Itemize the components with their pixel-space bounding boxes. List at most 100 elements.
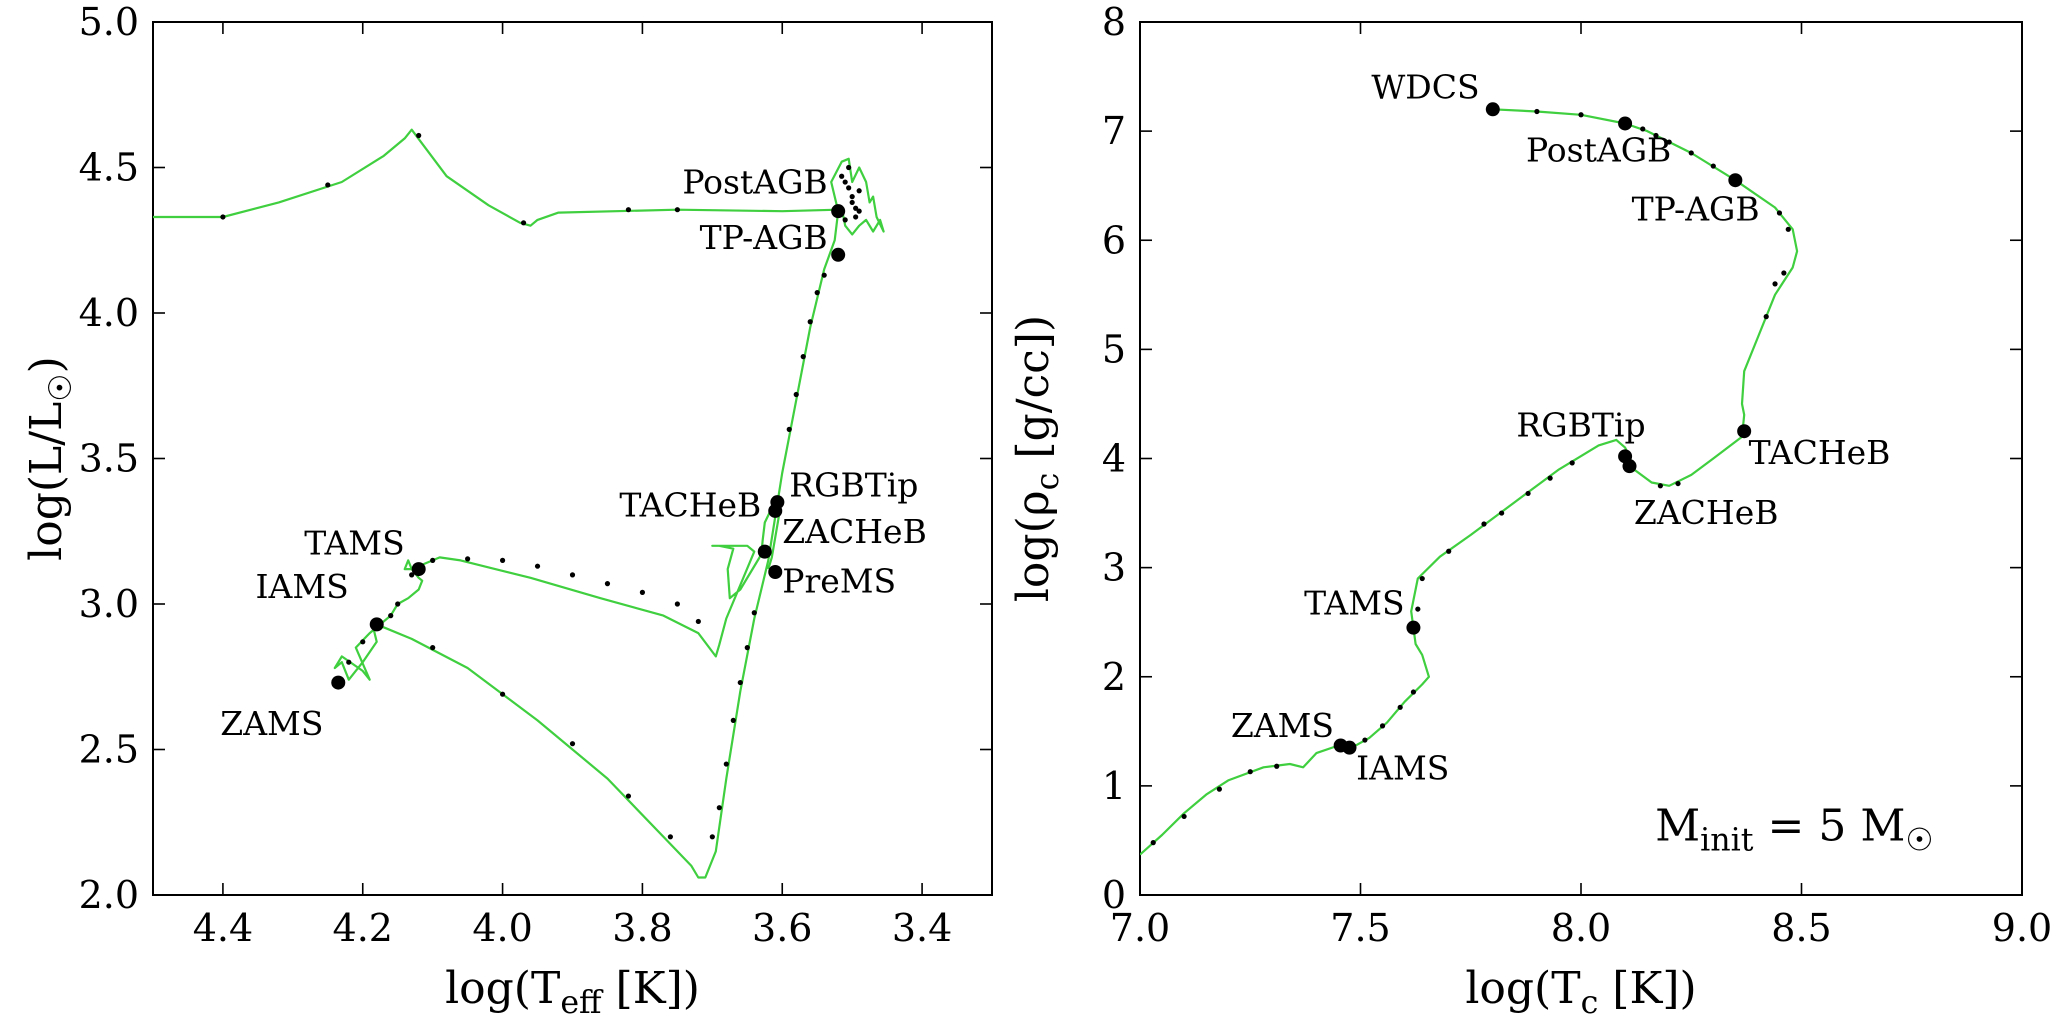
track-step-point [1675,480,1681,487]
x-tick-label: 8.0 [1551,906,1611,950]
track-step-point [1419,575,1425,582]
x-tick-label: 3.8 [612,906,672,950]
track-step-point [814,290,820,296]
track-step-point [465,556,471,562]
x-tick-label: 3.4 [892,906,952,950]
track-step-point [1569,460,1575,466]
plot-frame [152,21,993,896]
phase-label-tams: TAMS [304,524,404,563]
track-step-point [1446,548,1452,554]
phase-label-tams: TAMS [1304,584,1404,623]
phase-label-zams: ZAMS [220,704,323,743]
y-tick-label: 5 [1102,327,1126,371]
track-step-point [220,214,226,220]
track-step-point [1666,139,1672,145]
phase-marker-postagb [1618,116,1633,131]
y-tick-label: 4.0 [79,291,139,335]
track-step-point [430,557,436,563]
track-step-point [853,205,859,211]
track-step-point [1216,786,1222,792]
track-step-point [388,613,394,619]
phase-marker-prems [768,564,783,579]
track-step-point [751,610,757,616]
y-tick-label: 7 [1102,109,1126,153]
y-tick-label: 5.0 [79,0,139,44]
y-tick-label: 4 [1102,437,1126,481]
track-step-point [846,164,852,171]
mass-annotation: Minit = 5 M☉ [1655,800,1934,858]
phase-marker-iams [1342,740,1357,755]
track-step-point [1578,112,1584,118]
y-tick-label: 2 [1102,655,1126,699]
track-step-point [1415,606,1421,612]
track-step-point [1688,150,1694,156]
track-step-point [409,572,415,578]
track-step-point [499,557,506,563]
y-tick-label: 3 [1102,546,1126,590]
track-step-point [842,179,848,185]
track-step-point [821,272,827,278]
phase-marker-wdcs [1485,102,1500,117]
x-tick-label: 7.0 [1110,906,1170,950]
phase-marker-iams [369,617,384,632]
y-tick-label: 3.0 [79,582,139,626]
phase-label-rgbtip: RGBTip [1516,406,1645,445]
phase-label-rgbtip: RGBTip [789,465,918,504]
track-step-point [709,834,715,840]
track-step-point [1525,490,1531,497]
track-step-point [625,207,632,213]
track-step-point [716,805,722,811]
y-axis-label: log(ρc [g/cc]) [1008,315,1066,602]
track-step-point [639,589,646,595]
track-step-point [1653,132,1659,139]
track-step-point [569,572,576,578]
track-step-point [360,639,366,645]
track-step-point [846,185,852,191]
track-step-point [807,319,813,325]
x-axis-label: log(Teff [K]) [445,963,700,1020]
x-tick-label: 7.5 [1330,906,1390,950]
track-step-point [730,717,736,724]
track-step-point [1640,126,1646,132]
y-tick-label: 0 [1102,873,1126,917]
track-step-point [1481,521,1487,527]
phase-marker-postagb [831,204,846,219]
track-step-point [520,220,527,226]
phase-label-wdcs: WDCS [1371,67,1479,106]
phase-label-postagb: PostAGB [1526,131,1671,170]
y-axis-label: log(L/L☉) [21,356,79,561]
phase-label-zacheb: ZACHeB [782,512,927,551]
track-step-point [1499,510,1505,516]
track-step-point [856,188,862,194]
y-tick-label: 1 [1102,764,1126,808]
track-step-point [534,563,541,569]
track-step-point [395,601,401,607]
track-step-point [849,199,855,206]
phase-label-zacheb: ZACHeB [1634,493,1779,532]
phase-label-iams: IAMS [256,567,349,606]
track-step-point [842,217,848,223]
track-step-point [1763,314,1769,320]
phase-label-tacheb: TACHeB [1749,433,1891,472]
track-step-point [849,194,855,200]
phase-marker-tams [1406,620,1421,635]
track-step-point [695,618,701,625]
track-step-point [1247,769,1253,775]
phase-label-tp-agb: TP-AGB [1632,190,1760,229]
phase-marker-tp-agb [831,247,846,262]
track-step-point [430,645,436,651]
phase-marker-zams [331,675,346,690]
track-step-point [667,834,673,840]
track-step-point [416,132,422,139]
phase-marker-tacheb [1737,424,1752,439]
track-step-point [793,391,799,398]
phase-marker-zacheb [757,544,772,559]
track-step-point [1776,210,1783,216]
track-step-point [744,645,750,651]
track-step-point [1785,226,1791,232]
phase-marker-zacheb [1622,459,1637,474]
track-step-point [1379,723,1386,729]
x-tick-label: 4.4 [193,906,253,950]
track-step-point [853,214,859,220]
phase-marker-tams [411,562,426,577]
